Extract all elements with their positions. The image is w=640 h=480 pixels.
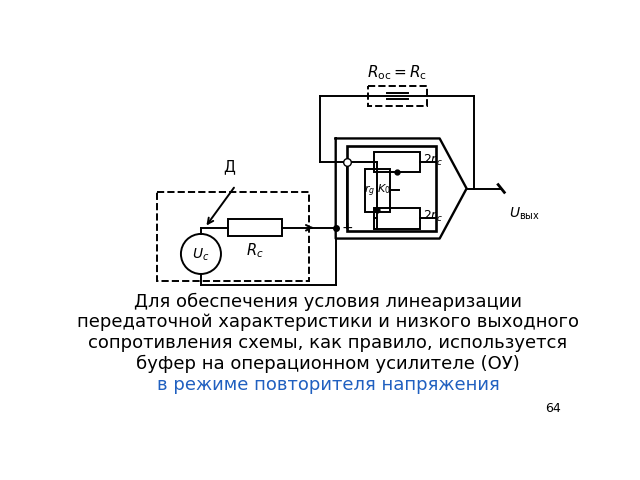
Text: передаточной характеристики и низкого выходного: передаточной характеристики и низкого вы… (77, 313, 579, 331)
Bar (157, 192, 308, 281)
Bar (374, 152, 420, 171)
Text: буфер на операционном усилителе (ОУ): буфер на операционном усилителе (ОУ) (136, 355, 520, 373)
Text: $R_c$: $R_c$ (246, 241, 264, 260)
Bar (368, 86, 426, 106)
Bar (374, 208, 420, 228)
Text: $r_g\ K_0$: $r_g\ K_0$ (364, 183, 391, 199)
Text: сопротивления схемы, как правило, используется: сопротивления схемы, как правило, исполь… (88, 334, 568, 352)
Text: в режиме повторителя напряжения: в режиме повторителя напряжения (157, 376, 499, 394)
Text: +: + (342, 221, 353, 235)
Text: 64: 64 (545, 402, 561, 415)
Bar (228, 219, 282, 236)
Bar (348, 146, 436, 231)
Text: $2r_c$: $2r_c$ (424, 209, 444, 224)
Text: $U_{\rm вых}$: $U_{\rm вых}$ (509, 205, 540, 222)
Text: Для обеспечения условия линеаризации: Для обеспечения условия линеаризации (134, 292, 522, 311)
Text: Д: Д (223, 160, 236, 175)
Text: $U_c$: $U_c$ (192, 247, 210, 263)
Text: $R_{\rm oc}= R_{\rm c}$: $R_{\rm oc}= R_{\rm c}$ (367, 63, 428, 82)
Text: $2r_c$: $2r_c$ (424, 153, 444, 168)
Bar (365, 169, 390, 212)
